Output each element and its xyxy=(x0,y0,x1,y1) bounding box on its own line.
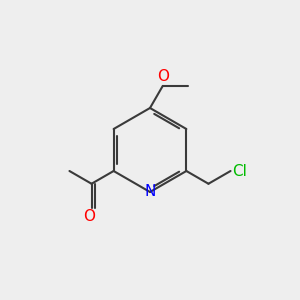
Text: O: O xyxy=(157,69,169,84)
Text: Cl: Cl xyxy=(232,164,247,178)
Text: N: N xyxy=(144,184,156,200)
Text: O: O xyxy=(83,209,95,224)
